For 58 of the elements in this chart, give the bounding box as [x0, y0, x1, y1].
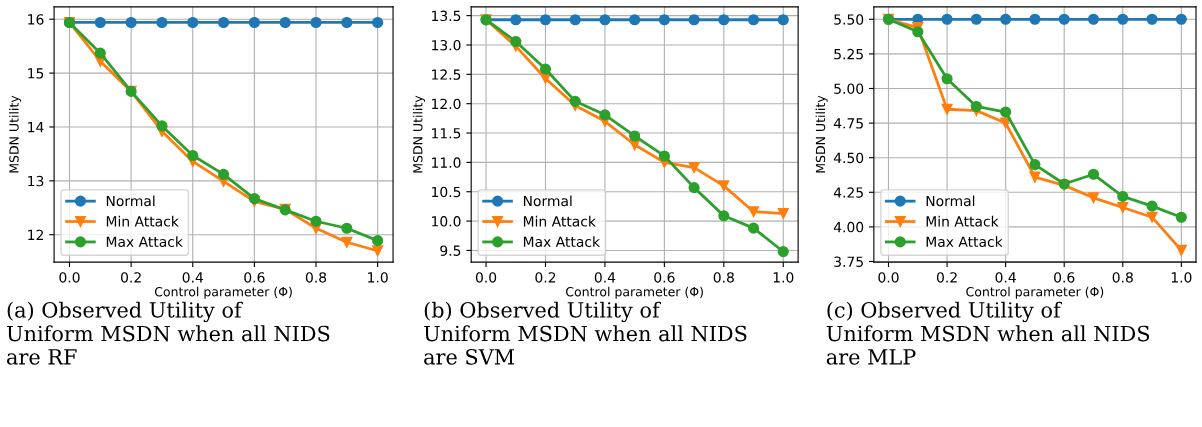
legend-label: Max Attack: [523, 236, 600, 247]
y-tick-label: 9.5: [440, 245, 461, 256]
x-tick-label: 0.6: [1054, 272, 1075, 283]
x-tick-label: 0.6: [654, 272, 675, 283]
legend-label: Normal: [106, 195, 155, 207]
x-axis-title: Control parameter (Φ): [566, 286, 703, 299]
x-tick-label: 0.0: [59, 272, 80, 283]
y-tick-label: 11.5: [432, 128, 461, 139]
y-tick-label: 4.25: [833, 187, 863, 198]
y-tick-label: 4.75: [833, 118, 863, 129]
x-tick-label: 1.0: [368, 272, 388, 283]
legend-label: Min Attack: [926, 215, 999, 227]
x-tick-label: 0.0: [475, 272, 497, 283]
y-tick-label: 4.00: [833, 221, 864, 233]
x-axis-title: Control parameter (Φ): [966, 286, 1104, 299]
legend-label: Min Attack: [106, 215, 179, 227]
y-tick-label: 11.0: [432, 157, 461, 168]
y-tick-label: 5.50: [834, 14, 864, 25]
x-tick-label: 0.8: [713, 272, 734, 283]
x-tick-label: 0.2: [936, 272, 957, 283]
y-tick-label: 4.50: [833, 152, 864, 164]
text: (a) Observed Utility of Uniform MSDN when all NIDS are RF: [6, 301, 330, 365]
legend-label: Min Attack: [523, 215, 596, 227]
legend-label: Max Attack: [926, 236, 1003, 247]
x-tick-label: 0.0: [878, 272, 899, 283]
y-tick-label: 13.0: [432, 39, 461, 51]
legend-label: Normal: [926, 195, 975, 207]
x-tick-label: 0.8: [1112, 272, 1133, 283]
y-tick-label: 10.0: [432, 216, 461, 227]
x-tick-label: 0.2: [121, 272, 141, 283]
y-tick-label: 12.0: [432, 98, 461, 110]
x-tick-label: 1.0: [773, 272, 794, 283]
y-tick-label: 15: [28, 68, 44, 79]
x-tick-label: 1.0: [1171, 272, 1192, 283]
text: (c) Observed Utility of Uniform MSDN when all NIDS are MLP: [826, 301, 1150, 365]
y-tick-label: 5.00: [834, 83, 864, 94]
x-tick-label: 0.4: [995, 272, 1016, 283]
y-axis-title: MSDN Utility: [9, 95, 22, 173]
y-tick-label: 13: [28, 175, 44, 187]
y-tick-label: 12: [28, 229, 43, 240]
y-tick-label: 13.5: [432, 10, 461, 22]
legend-label: Max Attack: [106, 236, 183, 247]
x-axis-title: Control parameter (Φ): [154, 286, 292, 299]
y-tick-label: 16: [28, 14, 44, 25]
y-tick-label: 5.25: [834, 48, 863, 60]
y-tick-label: 3.75: [834, 256, 863, 267]
y-tick-label: 12.5: [432, 69, 461, 80]
y-axis-title: MSDN Utility: [412, 95, 425, 173]
legend-label: Normal: [523, 195, 572, 207]
y-tick-label: 14: [28, 122, 44, 133]
x-tick-label: 0.6: [244, 272, 265, 283]
text: (b) Observed Utility of Uniform MSDN when all NIDS are SVM: [424, 301, 747, 365]
y-tick-label: 10.5: [432, 186, 461, 198]
x-tick-label: 0.4: [594, 272, 616, 283]
x-tick-label: 0.2: [535, 272, 556, 283]
x-tick-label: 0.4: [182, 272, 204, 283]
y-axis-title: MSDN Utility: [815, 95, 828, 173]
x-tick-label: 0.8: [305, 272, 327, 283]
